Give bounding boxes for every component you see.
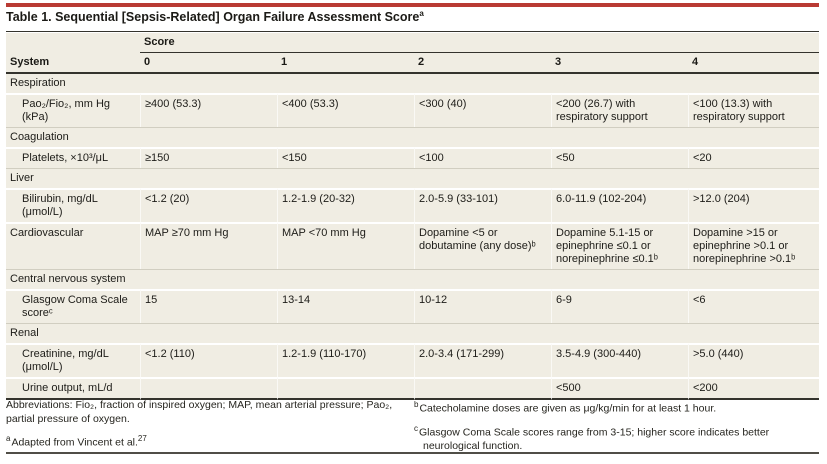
score-cell: 2.0-5.9 (33-101) — [414, 188, 551, 222]
section-label: Liver — [6, 168, 820, 188]
score-cell: >12.0 (204) — [688, 188, 820, 222]
score-cell: <200 (26.7) with respiratory support — [551, 93, 688, 127]
score-cell: <150 — [277, 147, 414, 168]
section-row: Central nervous system — [6, 269, 820, 289]
footnote-c: cGlasgow Coma Scale scores range from 3-… — [414, 422, 819, 454]
score-cell: <300 (40) — [414, 93, 551, 127]
score-header-row: Score — [6, 33, 820, 53]
score-cell: ≥150 — [140, 147, 277, 168]
score-cell: 6-9 — [551, 289, 688, 323]
score-cell: ≥400 (53.3) — [140, 93, 277, 127]
section-label: Renal — [6, 323, 820, 343]
section-row: Respiration — [6, 74, 820, 93]
score-cell: 1.2-1.9 (20-32) — [277, 188, 414, 222]
data-row: Platelets, ×10³/μL ≥150 <150 <100 <50 <20 — [6, 147, 820, 168]
score-cell: <20 — [688, 147, 820, 168]
section-row: Renal — [6, 323, 820, 343]
table-title: Table 1. Sequential [Sepsis-Related] Org… — [6, 9, 819, 33]
score-cell — [414, 377, 551, 400]
data-row: Pao₂/Fio₂, mm Hg (kPa) ≥400 (53.3) <400 (5… — [6, 93, 820, 127]
table-body: Respiration Pao₂/Fio₂, mm Hg (kPa) ≥400 (5… — [6, 74, 820, 400]
footnote-b: bCatecholamine doses are given as μg/kg/… — [414, 398, 819, 416]
score-cell: <100 — [414, 147, 551, 168]
footnotes-right-column: bCatecholamine doses are given as μg/kg/… — [414, 398, 819, 459]
score-column-header: 4 — [688, 53, 820, 74]
row-label: Glasgow Coma Scale scoreᶜ — [6, 289, 140, 323]
footnote-a: aAdapted from Vincent et al.27 — [6, 432, 400, 450]
score-cell: <1.2 (20) — [140, 188, 277, 222]
footnote-a-marker: a — [6, 434, 11, 443]
data-row: Glasgow Coma Scale scoreᶜ 15 13-14 10-12 6-9… — [6, 289, 820, 323]
data-row: Urine output, mL/d <500 <200 — [6, 377, 820, 400]
score-cell: Dopamine <5 or dobutamine (any dose)ᵇ — [414, 222, 551, 269]
score-group-label: Score — [140, 33, 820, 53]
score-cell: 3.5-4.9 (300-440) — [551, 343, 688, 377]
score-cell: 10-12 — [414, 289, 551, 323]
table-title-footnote-marker: a — [419, 9, 424, 18]
footnote-c-marker: c — [414, 423, 418, 433]
score-column-header: 0 — [140, 53, 277, 74]
score-cell — [140, 377, 277, 400]
section-row: Liver — [6, 168, 820, 188]
row-label: Cardiovascular — [6, 222, 140, 269]
score-header-corner — [6, 33, 140, 53]
table-title-text: Table 1. Sequential [Sepsis-Related] Org… — [6, 10, 420, 25]
footnote-a-text: Adapted from Vincent et al. — [11, 436, 138, 449]
row-label: Creatinine, mg/dL (μmol/L) — [6, 343, 140, 377]
section-row: Coagulation — [6, 127, 820, 147]
abbreviations-note: Abbreviations: Fio₂, fraction of inspire… — [6, 399, 393, 425]
footnote-b-marker: b — [414, 400, 419, 409]
footnotes: Abbreviations: Fio₂, fraction of inspire… — [6, 398, 819, 459]
row-label: Platelets, ×10³/μL — [6, 147, 140, 168]
row-label: Pao₂/Fio₂, mm Hg (kPa) — [6, 93, 140, 127]
score-cell — [277, 377, 414, 400]
row-label: Bilirubin, mg/dL (μmol/L) — [6, 188, 140, 222]
score-cell: <400 (53.3) — [277, 93, 414, 127]
score-cell: <50 — [551, 147, 688, 168]
score-column-header: 3 — [551, 53, 688, 74]
score-cell: 15 — [140, 289, 277, 323]
data-row: Creatinine, mg/dL (μmol/L) <1.2 (110) 1.2-… — [6, 343, 820, 377]
score-column-header: 2 — [414, 53, 551, 74]
footnote-b-text: Catecholamine doses are given as μg/kg/m… — [419, 402, 717, 415]
row-label: Urine output, mL/d — [6, 377, 140, 400]
score-cell: MAP <70 mm Hg — [277, 222, 414, 269]
footnote-a-reference: 27 — [137, 434, 147, 443]
score-cell: <200 — [688, 377, 820, 400]
score-cell: Dopamine 5.1-15 or epinephrine ≤0.1 or n… — [551, 222, 688, 269]
section-label: Central nervous system — [6, 269, 820, 289]
score-cell: <500 — [551, 377, 688, 400]
data-row: Cardiovascular MAP ≥70 mm Hg MAP <70 mm Hg… — [6, 222, 820, 269]
page-bottom-rule — [6, 452, 819, 454]
score-column-header: 1 — [277, 53, 414, 74]
score-cell: 6.0-11.9 (102-204) — [551, 188, 688, 222]
score-cell: <1.2 (110) — [140, 343, 277, 377]
table-accent-rule — [6, 3, 819, 7]
footnote-c-text: Glasgow Coma Scale scores range from 3-1… — [419, 426, 770, 452]
score-cell: MAP ≥70 mm Hg — [140, 222, 277, 269]
score-cell: <100 (13.3) with respiratory support — [688, 93, 820, 127]
score-cell: <6 — [688, 289, 820, 323]
score-cell: Dopamine >15 or epinephrine >0.1 or nore… — [688, 222, 820, 269]
score-cell: 13-14 — [277, 289, 414, 323]
footnotes-left-column: Abbreviations: Fio₂, fraction of inspire… — [6, 398, 414, 459]
score-cell: 2.0-3.4 (171-299) — [414, 343, 551, 377]
score-cell: 1.2-1.9 (110-170) — [277, 343, 414, 377]
section-label: Respiration — [6, 74, 820, 93]
section-label: Coagulation — [6, 127, 820, 147]
score-cell: >5.0 (440) — [688, 343, 820, 377]
data-row: Bilirubin, mg/dL (μmol/L) <1.2 (20) 1.2-1.… — [6, 188, 820, 222]
system-column-header: System — [6, 53, 140, 74]
